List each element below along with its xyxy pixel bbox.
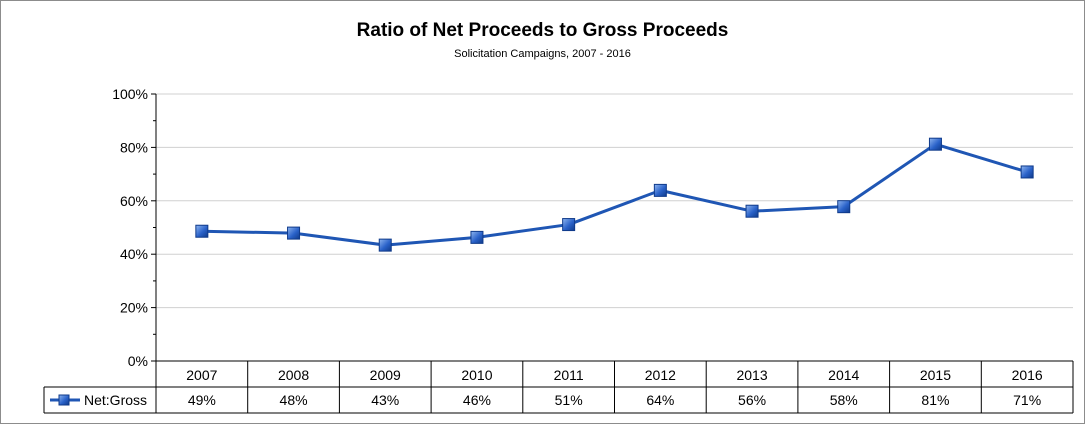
data-label: 49%: [188, 392, 216, 408]
series-line: [201, 142, 1028, 247]
data-point: [1020, 165, 1034, 179]
legend-label: Net:Gross: [84, 392, 147, 408]
x-tick-label: 2010: [461, 367, 492, 383]
data-label: 46%: [463, 392, 491, 408]
x-tick-label: 2014: [828, 367, 859, 383]
data-point: [562, 218, 576, 232]
data-label: 81%: [921, 392, 949, 408]
y-tick-label: 60%: [120, 193, 148, 209]
data-point: [837, 200, 851, 214]
legend-marker: [58, 394, 70, 406]
data-point: [928, 137, 942, 151]
data-label: 58%: [830, 392, 858, 408]
data-point: [195, 224, 209, 238]
data-point: [287, 226, 301, 240]
chart-subtitle: Solicitation Campaigns, 2007 - 2016: [454, 48, 631, 60]
data-point: [470, 230, 484, 244]
y-tick-label: 40%: [120, 246, 148, 262]
data-label: 64%: [646, 392, 674, 408]
y-tick-label: 0%: [128, 353, 148, 369]
x-tick-label: 2008: [278, 367, 309, 383]
data-point: [653, 183, 667, 197]
data-point: [745, 204, 759, 218]
x-tick-label: 2015: [920, 367, 951, 383]
x-tick-label: 2011: [554, 367, 584, 383]
x-tick-label: 2007: [186, 367, 217, 383]
chart-title: Ratio of Net Proceeds to Gross Proceeds: [356, 20, 729, 41]
y-tick-label: 20%: [120, 300, 148, 316]
data-point: [378, 238, 392, 252]
data-label: 51%: [555, 392, 583, 408]
x-tick-label: 2016: [1012, 367, 1043, 383]
data-label: 43%: [371, 392, 399, 408]
x-tick-label: 2009: [370, 367, 401, 383]
data-label: 48%: [280, 392, 308, 408]
data-label: 56%: [738, 392, 766, 408]
x-tick-label: 2013: [736, 367, 767, 383]
y-tick-label: 100%: [112, 86, 148, 102]
x-tick-label: 2012: [645, 367, 676, 383]
y-tick-label: 80%: [120, 139, 148, 155]
data-label: 71%: [1013, 392, 1041, 408]
